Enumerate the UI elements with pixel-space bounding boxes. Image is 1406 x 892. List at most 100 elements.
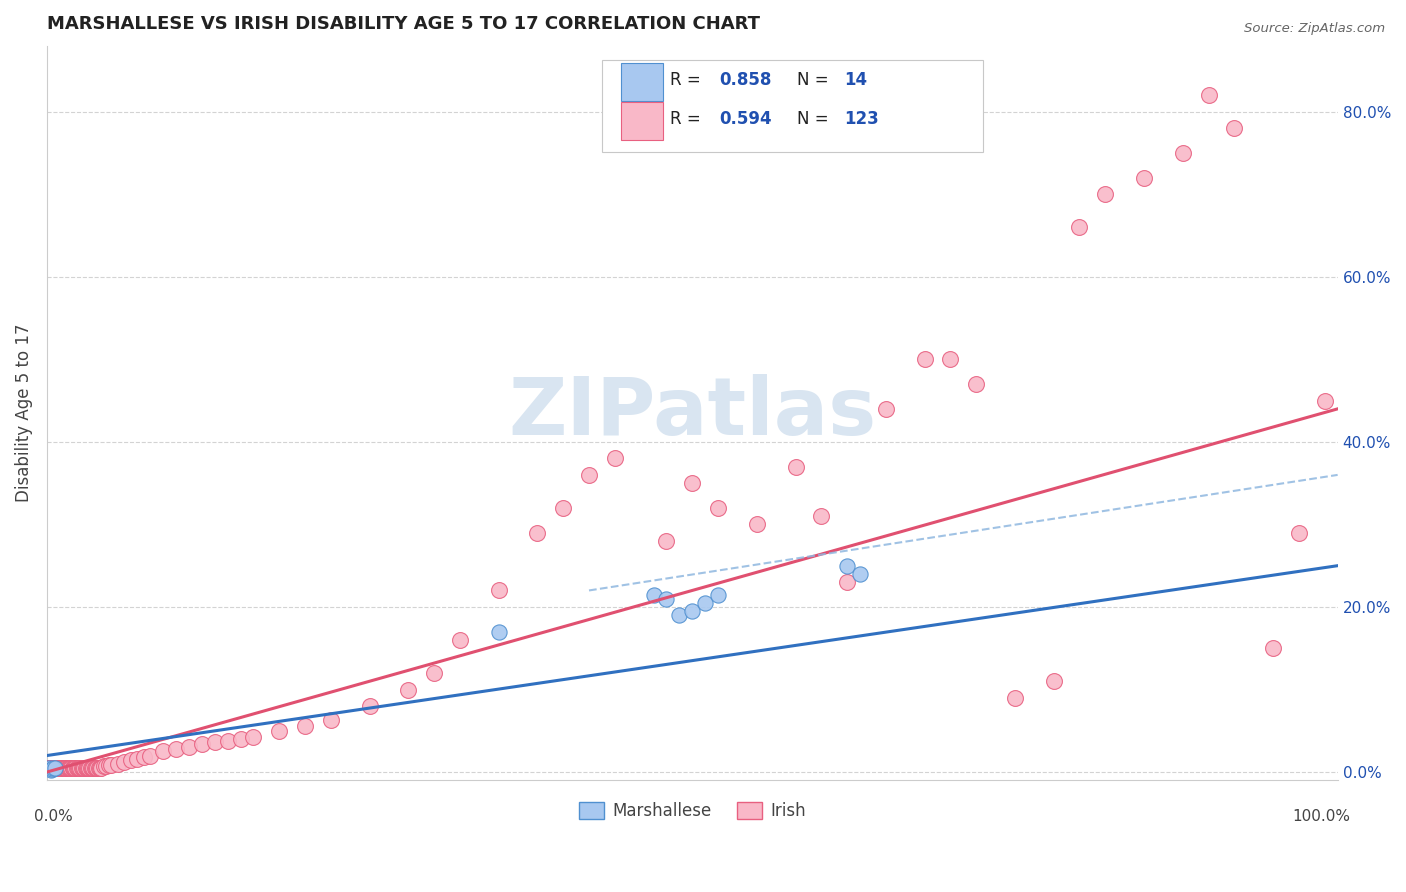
Point <box>488 583 510 598</box>
Point <box>785 459 807 474</box>
Point <box>42 761 65 775</box>
Point <box>39 761 62 775</box>
Point <box>553 500 575 515</box>
Point <box>42 761 65 775</box>
Point <box>89 761 111 775</box>
Point <box>53 761 76 775</box>
Point <box>42 761 65 775</box>
Point <box>655 533 678 548</box>
Point <box>294 719 316 733</box>
Point <box>359 698 381 713</box>
Point <box>41 761 63 775</box>
Point <box>86 761 108 775</box>
Point <box>46 761 69 775</box>
Point <box>37 761 59 775</box>
Point <box>229 732 252 747</box>
Text: 0.0%: 0.0% <box>34 809 73 823</box>
Point <box>37 761 59 775</box>
Point <box>58 761 80 775</box>
Point <box>44 761 66 775</box>
Point <box>83 761 105 775</box>
Point <box>1313 393 1336 408</box>
Point <box>49 761 72 775</box>
Point <box>46 761 69 775</box>
Point <box>53 761 76 775</box>
Point <box>100 757 122 772</box>
Point <box>655 591 678 606</box>
Point <box>49 761 72 775</box>
Point <box>45 761 67 775</box>
Text: N =: N = <box>797 70 834 88</box>
Point <box>191 737 214 751</box>
FancyBboxPatch shape <box>621 103 662 140</box>
Point <box>75 761 97 775</box>
Point <box>49 761 72 775</box>
Point <box>643 588 665 602</box>
Point <box>60 761 83 775</box>
Point <box>1069 220 1091 235</box>
Point <box>319 713 342 727</box>
Point <box>132 750 155 764</box>
Point <box>681 476 703 491</box>
Text: 123: 123 <box>845 111 879 128</box>
Point <box>127 752 149 766</box>
Point <box>65 761 87 775</box>
Point <box>51 761 73 775</box>
Text: 100.0%: 100.0% <box>1292 809 1351 823</box>
Point <box>112 755 135 769</box>
Text: R =: R = <box>671 111 706 128</box>
Point <box>707 500 730 515</box>
Point <box>526 525 548 540</box>
Point <box>41 761 63 775</box>
Point <box>63 761 86 775</box>
Point <box>97 758 120 772</box>
Y-axis label: Disability Age 5 to 17: Disability Age 5 to 17 <box>15 324 32 502</box>
Point <box>1004 690 1026 705</box>
Point <box>82 761 104 775</box>
Point <box>76 761 98 775</box>
Point <box>39 761 62 775</box>
Point <box>396 682 419 697</box>
Point <box>668 608 690 623</box>
Point <box>38 761 60 775</box>
FancyBboxPatch shape <box>621 62 662 101</box>
Point <box>49 761 72 775</box>
Point <box>51 761 73 775</box>
Point <box>55 761 77 775</box>
Text: R =: R = <box>671 70 706 88</box>
Text: Source: ZipAtlas.com: Source: ZipAtlas.com <box>1244 22 1385 36</box>
Point <box>46 761 69 775</box>
Point <box>62 761 84 775</box>
Point <box>914 352 936 367</box>
Point <box>66 761 89 775</box>
Text: MARSHALLESE VS IRISH DISABILITY AGE 5 TO 17 CORRELATION CHART: MARSHALLESE VS IRISH DISABILITY AGE 5 TO… <box>46 15 759 33</box>
Point <box>38 761 60 775</box>
Point <box>837 558 859 573</box>
Point <box>77 761 100 775</box>
Point <box>39 761 62 775</box>
Point <box>120 754 142 768</box>
Point <box>67 761 90 775</box>
Point <box>1133 170 1156 185</box>
Point <box>37 761 59 775</box>
Legend: Marshallese, Irish: Marshallese, Irish <box>572 796 813 827</box>
Point <box>681 604 703 618</box>
Point <box>90 761 112 775</box>
Point <box>1171 145 1194 160</box>
Point <box>38 761 60 775</box>
Point <box>80 761 103 775</box>
Point <box>70 761 93 775</box>
Point <box>1042 674 1064 689</box>
Text: 0.858: 0.858 <box>720 70 772 88</box>
Point <box>423 665 446 680</box>
Point <box>41 761 63 775</box>
Point <box>152 744 174 758</box>
Point <box>39 761 62 775</box>
Point <box>488 624 510 639</box>
Point <box>73 761 96 775</box>
Point <box>269 723 291 738</box>
Point <box>45 761 67 775</box>
Point <box>1198 88 1220 103</box>
Point <box>56 761 79 775</box>
Text: N =: N = <box>797 111 834 128</box>
